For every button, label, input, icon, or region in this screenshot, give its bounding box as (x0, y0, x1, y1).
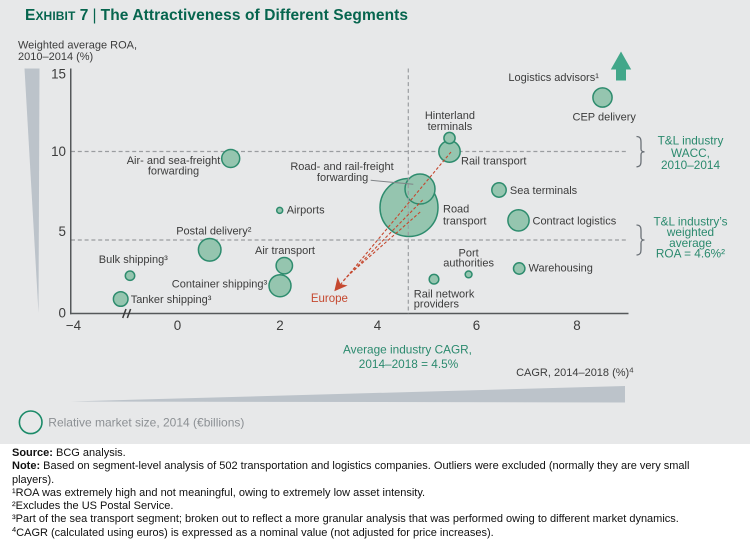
svg-text:providers: providers (414, 299, 460, 311)
svg-text:0: 0 (174, 318, 181, 333)
svg-text:T&L industry’s: T&L industry’s (653, 215, 727, 229)
svg-text:Sea terminals: Sea terminals (510, 185, 578, 197)
svg-text:WACC,: WACC, (671, 146, 710, 160)
svg-text:transport: transport (443, 216, 486, 228)
svg-text:Logistics advisors¹: Logistics advisors¹ (508, 72, 599, 84)
svg-text:5: 5 (59, 224, 66, 239)
svg-text:Tanker shipping³: Tanker shipping³ (131, 294, 212, 306)
svg-text:Postal delivery²: Postal delivery² (176, 226, 252, 238)
svg-text:2014–2018 = 4.5%: 2014–2018 = 4.5% (359, 357, 459, 371)
svg-text:Air transport: Air transport (255, 245, 315, 257)
svg-text:weighted: weighted (666, 225, 714, 239)
svg-text:Rail network: Rail network (414, 289, 475, 301)
svg-text:Relative market size, 2014 (€b: Relative market size, 2014 (€billions) (48, 416, 244, 430)
svg-text:CAGR, 2014–2018 (%)4: CAGR, 2014–2018 (%)4 (516, 366, 634, 380)
svg-text:forwarding: forwarding (317, 172, 368, 184)
svg-text:authorities: authorities (443, 257, 494, 269)
svg-text:Hinterland: Hinterland (425, 110, 475, 122)
svg-text:Road- and rail-freight: Road- and rail-freight (290, 161, 393, 173)
svg-text:T&L industry: T&L industry (658, 134, 724, 148)
svg-text:forwarding: forwarding (148, 165, 199, 177)
svg-text:Average industry CAGR,: Average industry CAGR, (343, 343, 472, 357)
svg-text:Container shipping³: Container shipping³ (172, 279, 268, 291)
svg-text:CEP delivery: CEP delivery (573, 111, 637, 123)
svg-text:8: 8 (573, 318, 580, 333)
svg-text:Rail transport: Rail transport (461, 155, 526, 167)
svg-text:0: 0 (59, 306, 66, 321)
svg-text:15: 15 (51, 66, 66, 81)
svg-text:average: average (669, 236, 712, 250)
svg-text:2: 2 (276, 318, 283, 333)
svg-text:2010–2014 (%): 2010–2014 (%) (18, 51, 93, 63)
svg-text:Contract logistics: Contract logistics (533, 215, 617, 227)
svg-text:6: 6 (473, 318, 480, 333)
svg-text:Air- and sea-freight: Air- and sea-freight (127, 155, 221, 167)
svg-text:2010–2014: 2010–2014 (661, 158, 720, 172)
svg-text:Airports: Airports (287, 205, 325, 217)
svg-text:Warehousing: Warehousing (529, 263, 593, 275)
svg-text:Road: Road (443, 204, 469, 216)
svg-text:ROA = 4.6%²: ROA = 4.6%² (656, 246, 725, 260)
svg-text:4: 4 (374, 318, 382, 333)
svg-text:−4: −4 (66, 318, 82, 333)
svg-text:10: 10 (51, 144, 66, 159)
svg-text:Bulk shipping³: Bulk shipping³ (99, 254, 168, 266)
svg-text:terminals: terminals (428, 121, 473, 133)
svg-text:Europe: Europe (311, 293, 348, 305)
svg-text:Weighted average ROA,: Weighted average ROA, (18, 40, 137, 52)
svg-text:Port: Port (459, 248, 479, 260)
